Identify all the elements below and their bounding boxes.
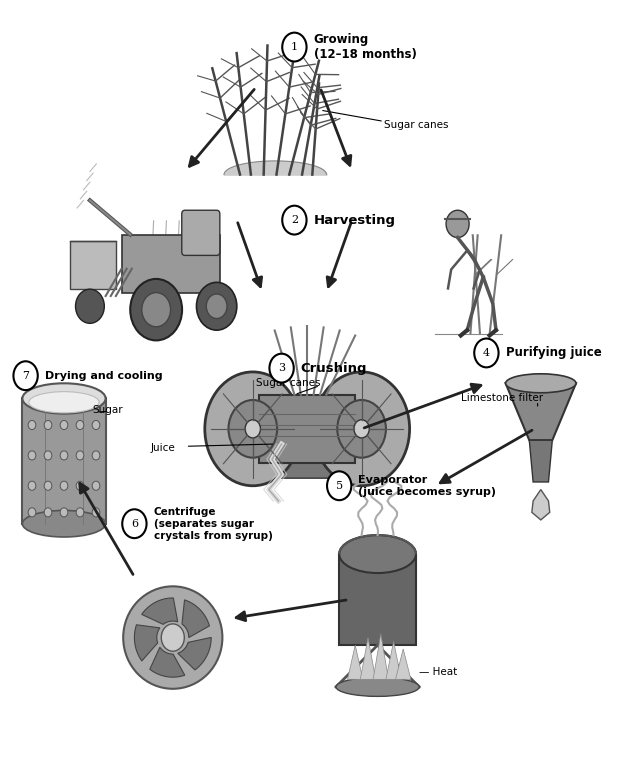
Text: Crushing: Crushing [301, 361, 367, 375]
Text: Sugar canes: Sugar canes [256, 378, 321, 389]
Polygon shape [506, 383, 576, 440]
Text: Sugar canes: Sugar canes [384, 120, 449, 131]
Text: 7: 7 [22, 370, 29, 381]
Circle shape [354, 420, 369, 438]
Circle shape [206, 294, 227, 319]
Circle shape [76, 289, 104, 323]
Circle shape [28, 508, 36, 517]
Circle shape [474, 339, 499, 367]
Circle shape [28, 481, 36, 490]
Ellipse shape [124, 586, 223, 689]
Circle shape [28, 451, 36, 460]
Ellipse shape [29, 392, 99, 413]
Circle shape [76, 420, 84, 430]
Circle shape [76, 508, 84, 517]
Text: Growing
(12–18 months): Growing (12–18 months) [314, 33, 417, 61]
Polygon shape [182, 600, 209, 638]
FancyBboxPatch shape [70, 241, 116, 289]
Circle shape [28, 420, 36, 430]
Circle shape [44, 481, 52, 490]
FancyBboxPatch shape [339, 554, 416, 645]
Text: 5: 5 [335, 480, 343, 491]
Text: 3: 3 [278, 363, 285, 373]
FancyBboxPatch shape [122, 235, 220, 292]
Circle shape [60, 481, 68, 490]
Text: Purifying juice: Purifying juice [506, 346, 602, 360]
Circle shape [92, 508, 100, 517]
Polygon shape [529, 440, 552, 482]
Text: Drying and cooling: Drying and cooling [45, 370, 163, 381]
Circle shape [337, 400, 386, 458]
Polygon shape [348, 645, 363, 679]
Circle shape [282, 33, 307, 61]
FancyBboxPatch shape [22, 398, 106, 524]
Circle shape [44, 420, 52, 430]
Circle shape [282, 206, 307, 235]
Ellipse shape [506, 373, 576, 393]
Circle shape [196, 282, 237, 330]
Text: Sugar: Sugar [93, 405, 124, 415]
Circle shape [92, 481, 100, 490]
Text: Limestone filter: Limestone filter [461, 393, 543, 404]
Text: Juice: Juice [150, 442, 175, 453]
Text: Evaporator
(juice becomes syrup): Evaporator (juice becomes syrup) [358, 475, 497, 496]
Polygon shape [532, 490, 550, 520]
FancyBboxPatch shape [182, 210, 220, 255]
Circle shape [446, 210, 469, 238]
Polygon shape [386, 641, 401, 679]
Circle shape [122, 509, 147, 538]
Polygon shape [373, 634, 388, 679]
Text: — Heat: — Heat [419, 666, 458, 677]
Text: 2: 2 [291, 215, 298, 225]
Circle shape [76, 481, 84, 490]
Text: Centrifuge
(separates sugar
crystals from syrup): Centrifuge (separates sugar crystals fro… [154, 507, 273, 540]
Circle shape [92, 420, 100, 430]
Circle shape [44, 508, 52, 517]
Polygon shape [250, 463, 365, 478]
Ellipse shape [22, 383, 106, 414]
Circle shape [327, 471, 351, 500]
Circle shape [205, 372, 301, 486]
Circle shape [228, 400, 277, 458]
Ellipse shape [22, 510, 106, 537]
Polygon shape [141, 598, 178, 625]
Text: 4: 4 [483, 348, 490, 358]
Circle shape [142, 293, 171, 326]
Ellipse shape [336, 677, 419, 697]
Ellipse shape [339, 535, 416, 573]
Circle shape [76, 451, 84, 460]
Circle shape [269, 354, 294, 383]
Circle shape [60, 420, 68, 430]
Circle shape [60, 451, 68, 460]
Text: 1: 1 [291, 42, 298, 52]
Polygon shape [178, 638, 211, 670]
Circle shape [314, 372, 410, 486]
Circle shape [60, 508, 68, 517]
Circle shape [245, 420, 260, 438]
Circle shape [161, 624, 184, 651]
Circle shape [44, 451, 52, 460]
Polygon shape [396, 649, 411, 679]
Text: Harvesting: Harvesting [314, 213, 396, 227]
FancyBboxPatch shape [259, 395, 355, 463]
Circle shape [131, 279, 182, 341]
Polygon shape [150, 647, 185, 677]
Polygon shape [360, 638, 376, 679]
Polygon shape [134, 625, 160, 661]
Text: 6: 6 [131, 518, 138, 529]
Circle shape [13, 361, 38, 390]
Circle shape [92, 451, 100, 460]
